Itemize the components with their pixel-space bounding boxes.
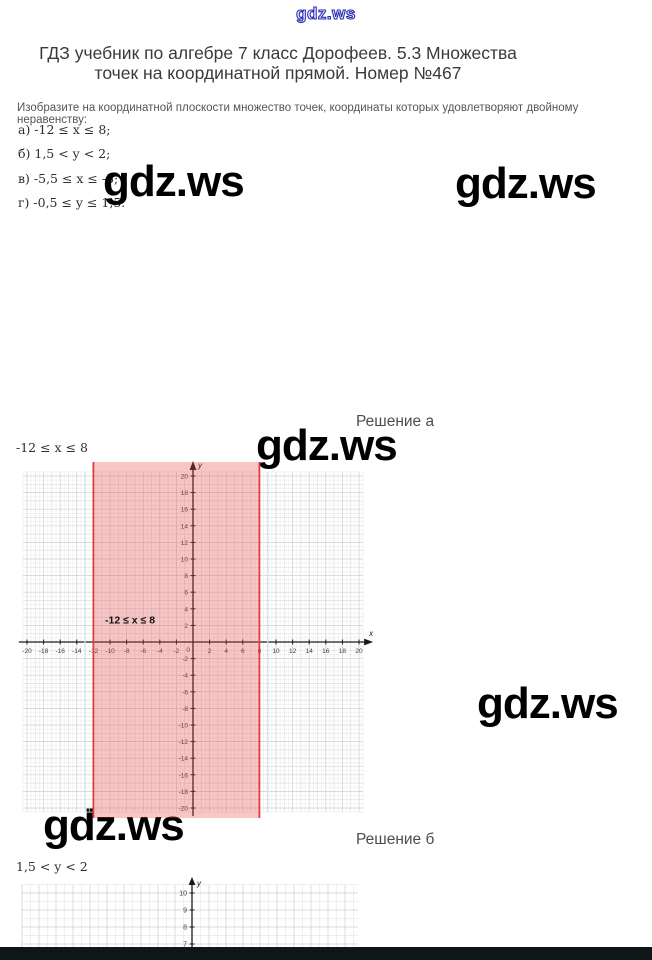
svg-text:7: 7 <box>183 942 187 948</box>
svg-text:8: 8 <box>183 925 187 932</box>
svg-text:18: 18 <box>339 648 347 655</box>
svg-text:y: y <box>197 461 203 470</box>
svg-text:2: 2 <box>208 648 212 655</box>
svg-text:18: 18 <box>181 490 189 497</box>
svg-text:6: 6 <box>184 590 188 597</box>
svg-text:-14: -14 <box>179 756 189 763</box>
svg-text:-10: -10 <box>179 723 189 730</box>
svg-text:x: x <box>368 629 374 638</box>
footer-bar <box>0 947 652 960</box>
svg-text:16: 16 <box>322 648 330 655</box>
svg-text:9: 9 <box>183 908 187 915</box>
solution-b-expression: 1,5 < y < 2 <box>16 859 88 874</box>
watermark-upper-right: gdz.ws <box>455 159 597 208</box>
coordinate-plane-chart-b: y 10 9 8 7 <box>21 877 358 948</box>
svg-text:-6: -6 <box>140 648 146 655</box>
svg-text:-20: -20 <box>179 806 189 813</box>
solution-a-expression: -12 ≤ x ≤ 8 <box>16 440 88 455</box>
svg-text:10: 10 <box>179 891 187 898</box>
svg-text:4: 4 <box>224 648 228 655</box>
svg-text:-18: -18 <box>179 789 189 796</box>
svg-text:-12 ≤ x ≤ 8: -12 ≤ x ≤ 8 <box>105 615 155 627</box>
svg-text:-8: -8 <box>182 706 188 713</box>
svg-text:-10: -10 <box>105 648 115 655</box>
title-line1: ГДЗ учебник по алгебре 7 класс Дорофеев.… <box>39 43 517 63</box>
svg-text:-16: -16 <box>179 772 189 779</box>
svg-text:16: 16 <box>181 507 189 514</box>
svg-text:-18: -18 <box>39 648 49 655</box>
svg-text:-20: -20 <box>22 648 32 655</box>
svg-text:8: 8 <box>184 573 188 580</box>
watermark-right: gdz.ws <box>477 679 619 728</box>
watermark-middle: gdz.ws <box>256 421 398 470</box>
site-logo[interactable]: gdz.ws <box>296 3 356 23</box>
title-line2: точек на координатной прямой. Номер №467 <box>94 63 462 83</box>
inequality-item-a: а) -12 ≤ x ≤ 8; <box>18 122 111 137</box>
svg-text:-14: -14 <box>72 648 82 655</box>
svg-text:-8: -8 <box>124 648 130 655</box>
svg-text:10: 10 <box>181 557 189 564</box>
svg-text:4: 4 <box>184 606 188 613</box>
svg-text:-2: -2 <box>174 648 180 655</box>
svg-text:20: 20 <box>181 474 189 481</box>
svg-text:-6: -6 <box>182 689 188 696</box>
svg-text:-2: -2 <box>182 656 188 663</box>
svg-text:10: 10 <box>272 648 280 655</box>
svg-text:y: y <box>196 879 202 888</box>
svg-text:14: 14 <box>181 523 189 530</box>
svg-text:12: 12 <box>181 540 189 547</box>
svg-text:2: 2 <box>184 623 188 630</box>
inequality-item-c: в) -5,5 ≤ x ≤ -5; <box>18 171 119 186</box>
solution-b-heading: Решение б <box>356 831 435 848</box>
watermark-upper-left: gdz.ws <box>103 157 245 206</box>
inequality-item-b: б) 1,5 < y < 2; <box>18 146 111 161</box>
svg-text:-16: -16 <box>55 648 65 655</box>
problem-statement: Изобразите на координатной плоскости мно… <box>17 102 579 126</box>
svg-text:20: 20 <box>355 648 363 655</box>
page-title: ГДЗ учебник по алгебре 7 класс Дорофеев.… <box>0 43 556 83</box>
svg-text:14: 14 <box>306 648 314 655</box>
inequality-item-d: г) -0,5 ≤ y ≤ 1,5. <box>18 195 126 210</box>
svg-text:-4: -4 <box>182 673 188 680</box>
solution-a-heading: Решение а <box>356 413 435 430</box>
svg-text:6: 6 <box>241 648 245 655</box>
svg-text:12: 12 <box>289 648 297 655</box>
svg-text:0: 0 <box>186 647 190 654</box>
svg-text:-12: -12 <box>179 739 189 746</box>
coordinate-plane-chart-a: xy-20-18-16-14-12-10-8-6-4-2024681012141… <box>18 461 374 818</box>
svg-text:-4: -4 <box>157 648 163 655</box>
